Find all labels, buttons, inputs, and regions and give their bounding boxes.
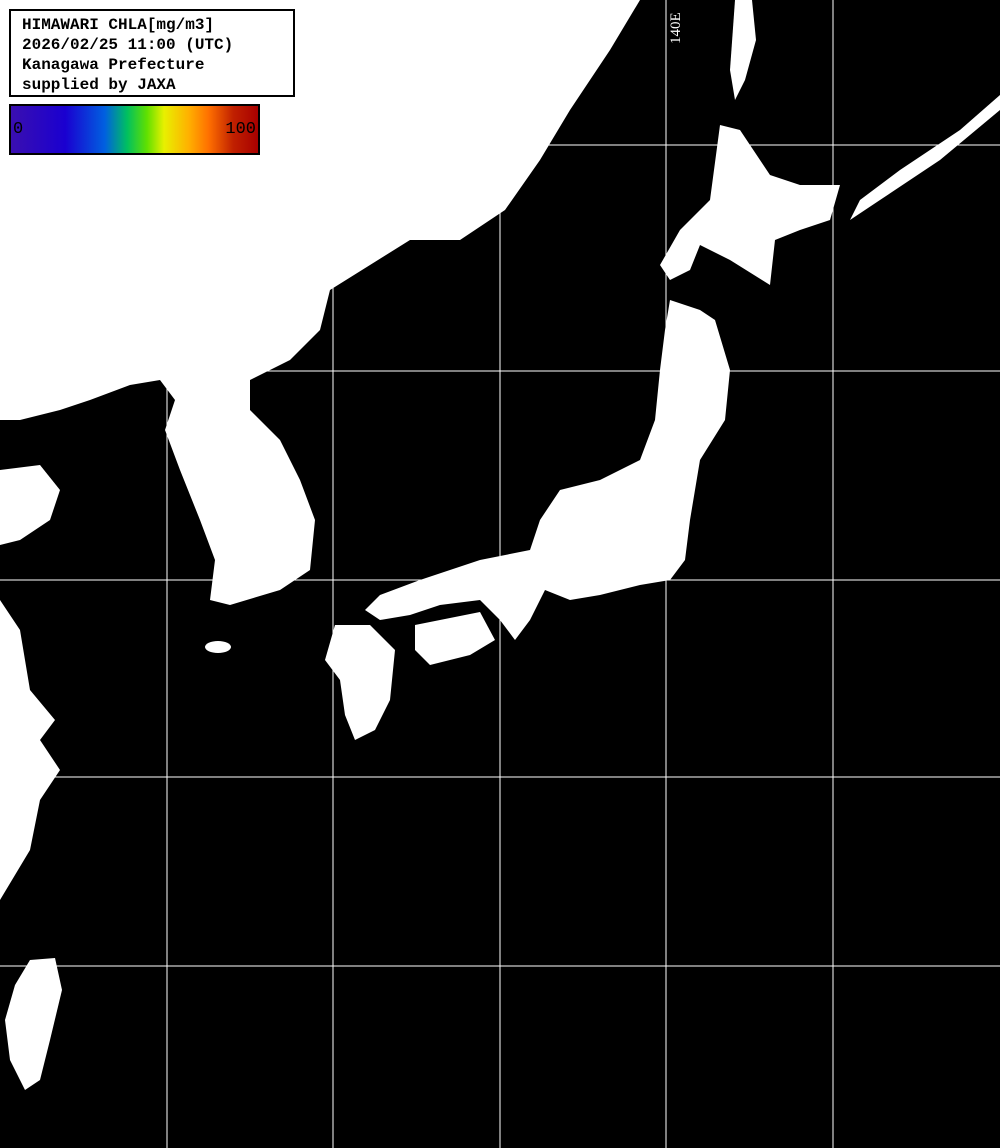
kyushu <box>325 625 395 740</box>
china-coast-south <box>0 600 60 900</box>
title-datetime: 2026/02/25 11:00 (UTC) <box>22 36 234 54</box>
title-product: HIMAWARI CHLA[mg/m3] <box>22 16 215 34</box>
map-title-box: HIMAWARI CHLA[mg/m3] 2026/02/25 11:00 (U… <box>9 9 295 97</box>
lat-label-40n: 40N <box>10 352 36 368</box>
title-region: Kanagawa Prefecture <box>22 56 205 74</box>
colorbar-min-label: 0 <box>13 120 24 139</box>
honshu <box>365 300 730 640</box>
hokkaido <box>660 125 840 285</box>
title-credit: supplied by JAXA <box>22 76 176 94</box>
kamchatka-kurils <box>850 95 1000 220</box>
colorbar-max-label: 100 <box>225 120 256 139</box>
colorbar-legend: 0 100 <box>9 104 260 155</box>
lat-label-30n: 30N <box>10 760 36 776</box>
shikoku <box>415 612 495 665</box>
jeju-island <box>205 641 231 653</box>
sakhalin <box>730 0 756 100</box>
lon-label-140e: 140E <box>668 12 684 44</box>
china-coast-north <box>0 465 60 545</box>
taiwan <box>5 958 62 1090</box>
